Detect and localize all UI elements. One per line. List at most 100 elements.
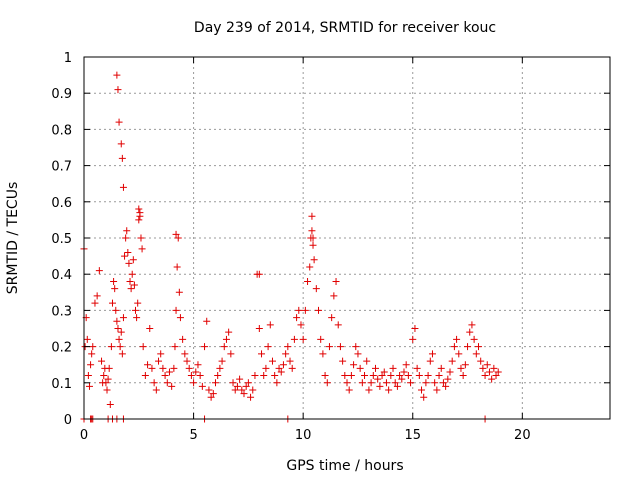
data-point — [420, 393, 428, 401]
data-point — [309, 234, 317, 242]
data-point — [492, 372, 500, 380]
x-tick-label: 20 — [514, 428, 531, 443]
data-point — [106, 401, 114, 409]
data-point — [264, 343, 272, 351]
data-point — [146, 325, 154, 332]
data-point — [354, 350, 362, 358]
data-point — [150, 379, 158, 387]
data-point — [127, 285, 135, 293]
data-point — [222, 335, 230, 343]
data-point — [161, 372, 169, 380]
data-point — [319, 350, 327, 358]
data-point — [128, 270, 136, 278]
data-point — [117, 140, 125, 148]
data-point — [89, 343, 97, 351]
data-point — [93, 292, 101, 300]
data-point — [365, 386, 373, 394]
data-point — [130, 281, 138, 289]
data-point — [402, 361, 410, 369]
data-point — [137, 234, 145, 242]
data-point — [488, 375, 496, 383]
data-point — [126, 277, 134, 285]
data-point — [308, 227, 316, 235]
data-point — [174, 234, 182, 242]
data-point — [152, 386, 160, 394]
y-tick-label: 0.3 — [51, 304, 72, 319]
data-point — [435, 372, 443, 380]
data-point — [343, 379, 351, 387]
data-point — [277, 368, 285, 376]
data-point — [396, 372, 404, 380]
data-point — [442, 382, 450, 390]
data-point — [494, 368, 502, 376]
data-point — [159, 364, 167, 372]
data-point — [266, 321, 274, 329]
data-point — [119, 314, 127, 322]
data-point — [121, 252, 129, 260]
data-point — [117, 328, 125, 336]
data-point — [179, 335, 187, 343]
data-point — [461, 361, 469, 369]
chart-title: Day 239 of 2014, SRMTID for receiver kou… — [194, 20, 496, 36]
data-point — [144, 361, 152, 369]
data-point — [119, 183, 127, 191]
data-point — [367, 379, 375, 387]
data-point — [433, 386, 441, 394]
data-point — [315, 306, 323, 314]
data-point — [369, 372, 377, 380]
data-point — [115, 118, 123, 126]
data-point — [453, 335, 461, 343]
data-point — [124, 248, 132, 256]
data-point — [225, 328, 233, 336]
data-point — [111, 285, 119, 293]
data-point — [116, 343, 124, 351]
data-point — [114, 325, 122, 332]
data-point — [198, 382, 206, 390]
data-point — [490, 364, 498, 372]
data-point — [470, 335, 478, 343]
data-point — [249, 386, 257, 394]
data-point — [102, 379, 110, 387]
data-point — [328, 314, 336, 322]
y-tick-label: 0.2 — [51, 341, 72, 356]
data-point — [95, 267, 103, 275]
data-point — [336, 343, 344, 351]
data-point — [83, 335, 91, 343]
data-point — [115, 335, 123, 343]
data-point — [113, 317, 121, 325]
data-point — [479, 364, 487, 372]
data-point — [330, 292, 338, 300]
data-point — [85, 382, 93, 390]
data-point — [475, 343, 482, 351]
data-point — [378, 372, 386, 380]
data-point — [132, 306, 140, 314]
data-point — [279, 361, 287, 369]
data-point — [171, 343, 179, 351]
data-point — [389, 364, 397, 372]
y-tick-label: 0.8 — [51, 123, 72, 138]
data-point — [352, 343, 360, 351]
data-point — [240, 390, 248, 398]
data-point — [172, 230, 180, 238]
data-point — [216, 364, 224, 372]
data-point — [192, 368, 200, 376]
data-point — [466, 328, 474, 336]
data-point — [138, 245, 146, 253]
data-point — [293, 314, 301, 322]
y-tick-label: 1 — [64, 51, 72, 66]
data-point — [286, 357, 294, 365]
data-point — [229, 379, 237, 387]
data-point — [91, 299, 99, 307]
data-point — [464, 343, 472, 351]
data-point — [356, 364, 364, 372]
data-point — [309, 241, 317, 249]
data-point — [431, 379, 439, 387]
data-point — [439, 379, 447, 387]
y-axis-title: SRMTID / TECUs — [5, 182, 21, 295]
data-point — [284, 343, 292, 351]
data-point — [108, 299, 116, 307]
data-point — [485, 368, 493, 376]
data-point — [112, 306, 120, 314]
y-tick-labels: 0 0.1 0.2 0.3 0.4 0.5 0.6 0.7 0.8 0.9 1 — [51, 51, 72, 428]
data-point — [190, 379, 198, 387]
